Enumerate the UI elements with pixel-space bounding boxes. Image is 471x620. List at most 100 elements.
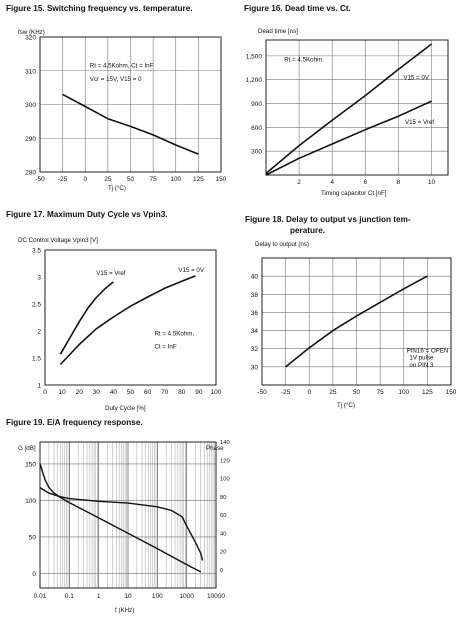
fig17-ytick-label: 1: [37, 383, 41, 390]
fig19-ylabel-right: Phase: [206, 445, 224, 452]
fig16-ytick-label: 1,200: [246, 77, 263, 84]
fig18-ytick-label: 30: [251, 364, 259, 371]
fig17-annotation: V15 = 0V: [178, 267, 205, 274]
fig16-series-line-0: [265, 43, 432, 175]
fig18-xtick-label: 0: [307, 389, 311, 396]
fig15-title: Figure 15. Switching frequency vs. tempe…: [6, 4, 193, 13]
fig15-xtick-label: 25: [104, 176, 112, 183]
fig15-xlabel: Tj (°C): [108, 185, 126, 192]
fig15-ylabel: fsw (KHz): [18, 29, 45, 36]
fig17-title: Figure 17. Maximum Duty Cycle vs Vpin3.: [6, 210, 168, 219]
fig18-xtick-label: 150: [446, 389, 457, 396]
fig19-ytick-right-label: 20: [220, 550, 226, 556]
fig19-ytick-right-label: 60: [220, 513, 226, 519]
fig19-ytick-right-label: 140: [220, 440, 230, 446]
fig19-series-line-1: [39, 487, 204, 561]
fig18-annotation: 1V pulse: [409, 355, 434, 362]
fig19-ytick-label: 100: [25, 498, 36, 505]
fig17-xtick-label: 60: [144, 389, 152, 396]
fig16-annotation: V15 = Vref: [405, 119, 434, 126]
fig15-ytick-label: 280: [25, 170, 36, 177]
fig19-title: Figure 19. E/A frequency response.: [6, 418, 143, 427]
fig18-frame: [261, 257, 452, 386]
fig15-xtick-label: -50: [35, 176, 45, 183]
fig15-ytick-label: 320: [25, 35, 36, 42]
fig17-annotation: Ct = InF: [154, 343, 176, 350]
fig15-xtick-label: 75: [150, 176, 158, 183]
fig16-xtick-label: 2: [297, 179, 301, 186]
fig16-ytick-label: 1,500: [246, 53, 263, 60]
fig17-xtick-label: 100: [211, 389, 222, 396]
fig19-xtick-label: 0.01: [34, 593, 47, 600]
fig17-series-line-1: [59, 275, 196, 366]
fig18-xtick-label: 75: [377, 389, 385, 396]
fig16-ytick-label: 300: [251, 149, 262, 156]
fig15-xtick-label: 100: [170, 176, 181, 183]
fig19-frame: [39, 441, 217, 589]
fig17-xtick-label: 0: [43, 389, 47, 396]
fig19-xtick-label: 0.1: [65, 593, 74, 600]
fig18-xtick-label: -50: [257, 389, 267, 396]
fig19-xtick-label: 1000: [179, 593, 194, 600]
fig16-xlabel: Timing capacitor Ct [nF]: [321, 190, 387, 197]
fig19-ytick-right-label: 40: [220, 531, 226, 537]
fig18-ytick-label: 40: [251, 274, 259, 281]
fig18-xtick-label: 100: [398, 389, 409, 396]
fig19-xlabel: f (KHz): [115, 607, 134, 614]
fig19-ytick-right-label: 120: [220, 458, 230, 464]
fig15-ytick-label: 310: [25, 68, 36, 75]
fig17-frame: [44, 249, 217, 386]
fig15-annotation: Rt = 4.5Kohm, Ct = InF: [90, 62, 154, 69]
fig18-annotation: PIN16 = OPEN: [407, 347, 449, 354]
fig17-ytick-label: 2.5: [32, 302, 41, 309]
fig16-annotation: Rt = 4.5Kohm: [284, 56, 322, 63]
fig18-annotation: on PIN 3: [409, 362, 434, 369]
fig17-series-line-0: [59, 281, 114, 355]
fig18-ytick-label: 36: [251, 310, 259, 317]
fig15-annotation: Vcr = 15V, V15 = 0: [90, 76, 142, 83]
fig19-ytick-right-label: 80: [220, 495, 226, 501]
fig16-series-line-1: [265, 100, 432, 176]
fig15-xtick-label: -25: [58, 176, 68, 183]
fig19-ytick-label: 150: [25, 461, 36, 468]
fig17-annotation: V15 = Vref: [96, 270, 125, 277]
fig18-xtick-label: 50: [353, 389, 361, 396]
fig16-ytick-label: 600: [251, 125, 262, 132]
fig19-ytick-right-label: 0: [220, 568, 223, 574]
fig19-xtick-label: 10000: [207, 593, 225, 600]
fig15-xtick-label: 125: [193, 176, 204, 183]
fig17-xlabel: Duty Cycle [%]: [105, 405, 146, 412]
fig15-xtick-label: 50: [127, 176, 135, 183]
fig16-xtick-label: 8: [397, 179, 401, 186]
fig17-xtick-label: 40: [110, 389, 118, 396]
fig19-series-line-0: [39, 463, 202, 573]
fig18-ylabel: Delay to output (ns): [255, 241, 309, 248]
fig16-annotation: V15 = 0V: [403, 75, 430, 82]
fig16-xtick-label: 10: [428, 179, 436, 186]
fig17-ytick-label: 2: [37, 329, 41, 336]
fig19-ytick-right-label: 100: [220, 477, 230, 483]
fig17-ytick-label: 3.5: [32, 248, 41, 255]
fig19-ylabel: G [dB]: [18, 445, 36, 452]
fig15-ytick-label: 300: [25, 102, 36, 109]
fig19-xtick-label: 10: [124, 593, 132, 600]
fig18-title-line2: perature.: [290, 226, 326, 235]
fig17-ytick-label: 1.5: [32, 356, 41, 363]
fig17-ylabel: DC Control Voltage Vpin3 [V]: [18, 237, 98, 244]
fig16-xtick-label: 6: [363, 179, 367, 186]
fig16-ylabel: Dead time [ns]: [258, 28, 298, 35]
fig18-ytick-label: 34: [251, 328, 259, 335]
fig16-title: Figure 16. Dead time vs. Ct.: [244, 4, 351, 13]
fig17-xtick-label: 90: [195, 389, 203, 396]
fig17-ytick-label: 3: [37, 275, 41, 282]
fig18-title-line1: Figure 18. Delay to output vs junction t…: [245, 215, 411, 224]
fig15-frame: [39, 36, 222, 173]
fig17-xtick-label: 70: [161, 389, 169, 396]
fig16-ytick-label: 900: [251, 101, 262, 108]
fig15-xtick-label: 0: [83, 176, 87, 183]
fig17-xtick-label: 30: [93, 389, 101, 396]
fig15-xtick-label: 150: [216, 176, 227, 183]
